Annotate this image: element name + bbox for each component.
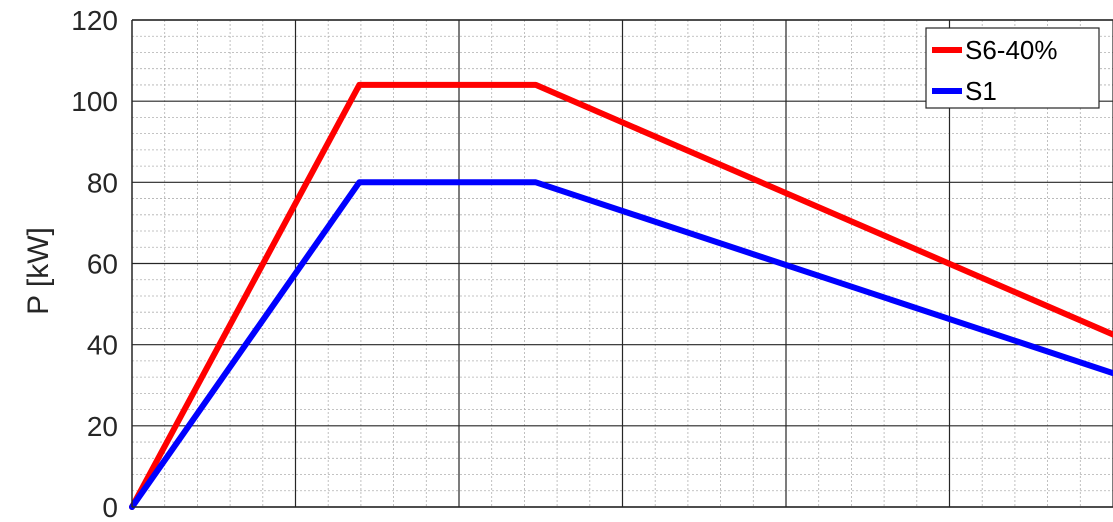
y-tick-label: 0	[102, 492, 118, 522]
legend-label-s6-40: S6-40%	[965, 35, 1058, 65]
y-tick-label: 100	[71, 86, 118, 117]
series-layer	[129, 81, 1113, 510]
y-tick-label: 60	[87, 249, 118, 280]
y-tick-label: 80	[87, 167, 118, 198]
legend-box	[925, 27, 1100, 109]
y-tick-label: 120	[71, 5, 118, 36]
y-tick-label: 40	[87, 330, 118, 361]
legend-label-s1: S1	[965, 76, 997, 106]
series-line-s1	[129, 179, 1113, 510]
legend: S6-40% S1	[925, 27, 1100, 109]
axes	[131, 19, 1113, 508]
y-tick-label: 20	[87, 411, 118, 442]
series-line-s6-40	[129, 81, 1113, 510]
y-tick-labels: 0 20 40 60 80 100 120	[71, 5, 118, 522]
y-axis-label: P [kW]	[22, 227, 55, 315]
